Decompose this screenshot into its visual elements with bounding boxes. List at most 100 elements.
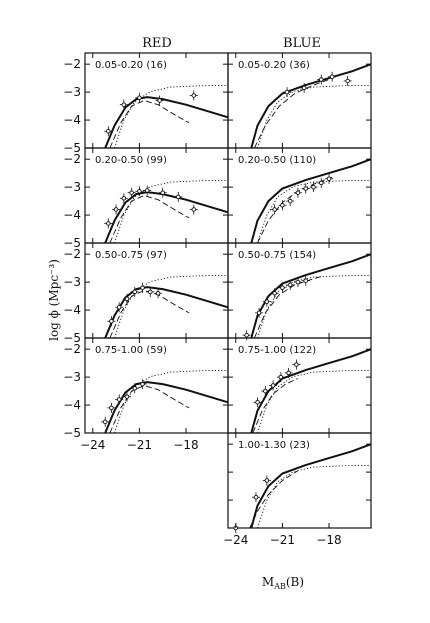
data-point xyxy=(137,189,142,194)
data-point xyxy=(109,318,114,324)
data-point xyxy=(272,207,277,212)
y-tick-label: −4 xyxy=(63,398,81,412)
x-tick-label: −18 xyxy=(316,533,341,547)
panel-label: 0.75-1.00 (59) xyxy=(95,345,167,356)
data-point xyxy=(140,381,145,387)
dashed-curve xyxy=(109,195,190,244)
data-point xyxy=(272,291,277,296)
panel-label: 0.05-0.20 (16) xyxy=(95,60,167,71)
panel-label: 0.20-0.50 (110) xyxy=(238,155,316,166)
y-tick-label: −2 xyxy=(63,152,81,166)
data-point xyxy=(284,89,290,95)
y-tick-label: −3 xyxy=(63,180,81,194)
panel-label: 0.75-1.00 (122) xyxy=(238,345,316,356)
solid-curve xyxy=(250,348,372,434)
column-title-blue: BLUE xyxy=(283,36,321,51)
data-points xyxy=(101,71,352,533)
column-title-red: RED xyxy=(142,36,172,51)
data-point xyxy=(191,207,197,212)
data-point xyxy=(113,207,119,212)
data-point xyxy=(124,394,130,399)
y-tick-label: −2 xyxy=(63,57,81,71)
y-tick-label: −2 xyxy=(63,342,81,356)
data-point xyxy=(256,310,262,316)
solid-curve xyxy=(104,286,229,339)
solid-curve xyxy=(104,381,229,434)
data-point xyxy=(278,374,284,380)
data-point xyxy=(137,95,142,100)
dotted-curve xyxy=(257,274,372,339)
dashed-curve xyxy=(109,290,190,339)
data-point xyxy=(160,190,165,195)
panel-frames xyxy=(84,52,372,529)
data-point xyxy=(144,188,150,193)
data-point xyxy=(244,332,249,338)
x-axis-label: MAB(B) xyxy=(262,575,304,591)
data-point xyxy=(124,296,130,302)
x-tick-label: −21 xyxy=(270,533,295,547)
y-tick-label: −3 xyxy=(63,275,81,289)
data-point xyxy=(176,194,181,200)
data-point xyxy=(253,495,259,500)
data-point xyxy=(155,291,161,296)
data-point xyxy=(129,190,134,195)
y-tick-label: −3 xyxy=(63,370,81,384)
y-axis-label: log ϕ (Mpc⁻³) xyxy=(47,259,61,341)
y-tick-label: −5 xyxy=(63,141,81,155)
data-point xyxy=(301,85,307,91)
dotted-curve xyxy=(257,179,372,244)
panel-label: 0.05-0.20 (36) xyxy=(238,60,310,71)
data-point xyxy=(102,419,108,425)
dotted-curve xyxy=(114,369,229,434)
y-tick-label: −4 xyxy=(63,113,81,127)
data-point xyxy=(294,362,299,367)
x-axis-label-main: M xyxy=(262,575,274,589)
panel-frame xyxy=(227,432,372,529)
data-point xyxy=(329,74,335,79)
data-point xyxy=(264,299,270,304)
data-point xyxy=(106,128,111,134)
y-tick-label: −5 xyxy=(63,331,81,345)
data-point xyxy=(280,203,285,208)
panel-label: 0.20-0.50 (99) xyxy=(95,155,167,166)
data-point xyxy=(319,77,324,82)
data-point xyxy=(295,190,301,195)
data-point xyxy=(140,285,145,290)
data-point xyxy=(286,370,291,376)
solid-curve xyxy=(250,253,372,339)
solid-curve xyxy=(250,63,372,149)
y-tick-label: −3 xyxy=(63,85,81,99)
dashed-curve xyxy=(109,385,190,434)
dotted-curve xyxy=(114,274,229,339)
data-point xyxy=(116,305,122,310)
data-point xyxy=(311,184,316,190)
dotted-curve xyxy=(114,84,229,149)
y-tick-label: −4 xyxy=(63,303,81,317)
dashed-curve xyxy=(252,378,299,434)
data-point xyxy=(121,102,127,107)
data-point xyxy=(191,93,197,98)
data-point xyxy=(263,388,268,394)
data-point xyxy=(157,98,162,103)
data-point xyxy=(270,383,276,388)
solid-curve xyxy=(104,96,229,149)
data-point xyxy=(326,176,332,181)
data-point xyxy=(287,198,293,204)
panel-label: 0.50-0.75 (154) xyxy=(238,250,316,261)
x-tick-label: −18 xyxy=(173,438,198,452)
x-tick-label: −24 xyxy=(223,533,248,547)
dashed-curve xyxy=(253,276,322,339)
x-tick-label: −21 xyxy=(127,438,152,452)
data-point xyxy=(148,289,153,295)
dashed-curve xyxy=(249,470,299,529)
panel-label: 1.00-1.30 (23) xyxy=(238,440,310,451)
x-axis-label-tail: (B) xyxy=(286,575,304,589)
data-point xyxy=(295,279,301,285)
dotted-curve xyxy=(257,84,372,149)
solid-curve xyxy=(250,158,372,244)
data-point xyxy=(121,196,127,201)
data-point xyxy=(255,400,260,405)
data-point xyxy=(287,282,293,288)
data-point xyxy=(345,78,350,84)
